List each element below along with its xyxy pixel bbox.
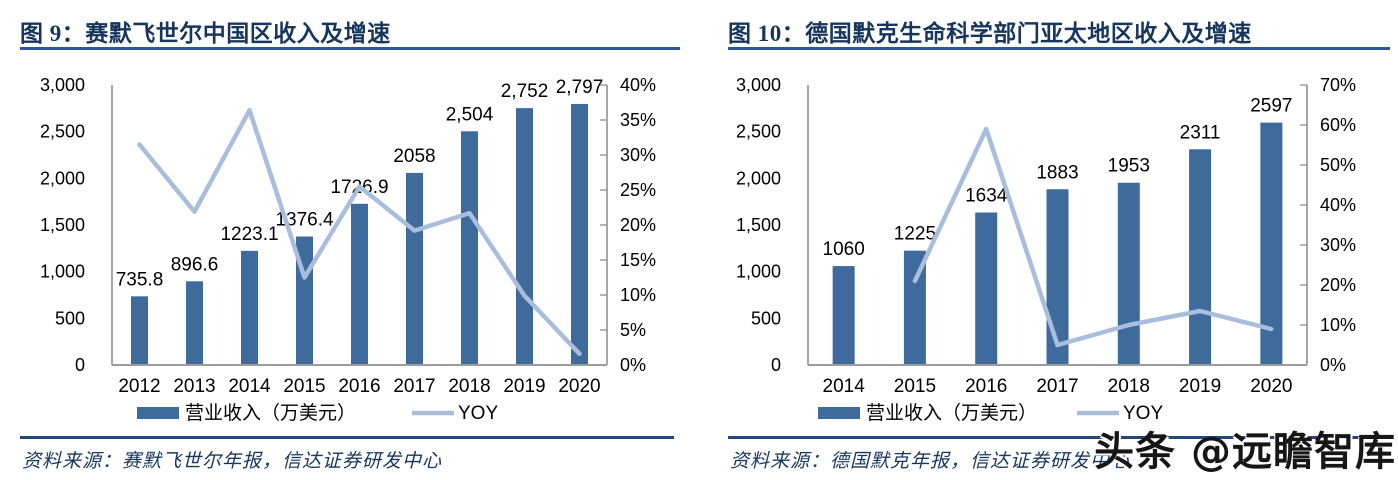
y-axis-tick-label: 3,000: [40, 75, 85, 95]
bar-value-label: 1376.4: [275, 210, 334, 231]
x-axis-tick-label: 2012: [118, 376, 160, 397]
x-axis-tick-label: 2018: [448, 376, 490, 397]
right-axis-tick-label: 10%: [620, 285, 656, 305]
bar-2018: [461, 131, 478, 365]
right-axis-tick-label: 70%: [1320, 75, 1356, 95]
legend-line-label: YOY: [1123, 403, 1163, 424]
x-axis-tick-label: 2015: [283, 376, 325, 397]
right-axis-tick-label: 0%: [620, 355, 646, 375]
legend-bar-label: 营业收入（万美元）: [185, 402, 356, 424]
bar-value-label: 2,504: [446, 104, 494, 125]
bar-value-label: 1225: [894, 224, 936, 245]
figure-10-title-underline: [728, 47, 1390, 50]
right-axis-tick-label: 30%: [620, 145, 656, 165]
yoy-line: [912, 126, 1274, 348]
y-axis-tick-label: 2,500: [736, 122, 781, 142]
bar-2017: [1046, 189, 1069, 365]
right-axis-tick-label: 5%: [620, 320, 646, 340]
right-axis-tick-label: 40%: [1320, 195, 1356, 215]
y-axis-tick-label: 0: [771, 355, 781, 375]
x-axis-tick-label: 2016: [338, 376, 380, 397]
bar-2013: [186, 281, 203, 365]
x-axis-tick-label: 2013: [173, 376, 215, 397]
bar-value-label: 1060: [823, 239, 865, 260]
bar-2017: [406, 172, 423, 365]
bar-value-label: 2597: [1250, 96, 1292, 117]
right-axis-tick-label: 20%: [620, 215, 656, 235]
bar-2012: [131, 296, 148, 365]
x-axis-tick-label: 2019: [503, 376, 545, 397]
right-axis-tick-label: 0%: [1320, 355, 1346, 375]
right-axis-tick-label: 25%: [620, 180, 656, 200]
bar-value-label: 1223.1: [220, 224, 278, 245]
bar-2015: [903, 250, 926, 365]
figure-9-chart: 3,000 2,500 2,000 1,500 1,000 500 0 40% 35% 30% 25…: [40, 75, 656, 424]
x-axis-tick-label: 2014: [228, 376, 271, 397]
bar-2016: [975, 212, 998, 365]
bar-value-label: 1634: [965, 185, 1008, 206]
y-axis-tick-label: 1,000: [40, 262, 85, 282]
x-axis-tick-label: 2020: [1250, 376, 1292, 397]
bar-2019: [1189, 149, 1212, 365]
x-axis-tick-label: 2017: [393, 376, 435, 397]
right-axis-tick-label: 50%: [1320, 155, 1356, 175]
x-axis-tick-label: 2016: [965, 376, 1007, 397]
toutiao-watermark: 头条 @远瞻智库: [1094, 429, 1396, 475]
figure-10-title: 图 10：德国默克生命科学部门亚太地区收入及增速: [728, 21, 1252, 46]
bar-value-label: 1953: [1108, 156, 1150, 177]
bar-value-label: 1883: [1036, 162, 1078, 183]
bar-value-label: 2058: [393, 146, 435, 167]
legend-bar-label: 营业收入（万美元）: [866, 402, 1037, 424]
y-axis-tick-label: 2,000: [736, 168, 781, 188]
y-axis-tick-label: 2,500: [40, 122, 85, 142]
x-axis-tick-label: 2017: [1036, 376, 1078, 397]
bar-2016: [351, 203, 368, 365]
x-axis-tick-label: 2018: [1108, 376, 1150, 397]
bar-2020: [571, 103, 588, 366]
bar-value-label: 2,752: [501, 81, 549, 102]
bar-value-label: 2,797: [556, 77, 604, 98]
x-axis-tick-label: 2019: [1179, 376, 1221, 397]
y-axis-tick-label: 1,500: [40, 215, 85, 235]
figure-10-source-divider: [728, 436, 1384, 439]
y-axis-tick-label: 2,000: [40, 168, 85, 188]
x-axis-tick-label: 2015: [894, 376, 936, 397]
x-axis-tick-label: 2020: [558, 376, 600, 397]
legend-line-label: YOY: [458, 403, 498, 424]
bar-value-label: 2311: [1180, 122, 1221, 143]
bar-2014: [241, 250, 258, 365]
bar-value-label: 896.6: [171, 254, 219, 275]
right-axis-tick-label: 60%: [1320, 115, 1356, 135]
right-axis-tick-label: 35%: [620, 110, 656, 130]
bar-2018: [1117, 182, 1140, 365]
y-axis-tick-label: 1,500: [736, 215, 781, 235]
figure-9-panel: 图 9：赛默飞世尔中国区收入及增速 3,000 2,500 2,000 1,500 1,…: [20, 0, 680, 480]
right-axis-tick-label: 15%: [620, 250, 656, 270]
y-axis-tick-label: 1,000: [736, 262, 781, 282]
bar-value-label: 735.8: [116, 269, 164, 290]
bar-2020: [1260, 122, 1283, 365]
figure-9-title-underline: [20, 47, 680, 50]
figure-9-source: 资料来源：赛默飞世尔年报，信达证券研发中心: [22, 451, 443, 472]
right-axis-tick-label: 30%: [1320, 235, 1356, 255]
x-axis-tick-label: 2014: [823, 376, 866, 397]
y-axis-tick-label: 500: [751, 308, 781, 328]
figure-9-source-divider: [20, 436, 674, 439]
y-axis-tick-label: 500: [55, 308, 85, 328]
figure-10-source: 资料来源：德国默克年报，信达证券研发中心: [730, 451, 1131, 472]
figure-9-title: 图 9：赛默飞世尔中国区收入及增速: [20, 21, 391, 46]
yoy-line: [137, 107, 582, 357]
y-axis-tick-label: 3,000: [736, 75, 781, 95]
figure-10-chart: 3,000 2,500 2,000 1,500 1,000 500 0 70% 60% 50% 40…: [736, 75, 1356, 424]
right-axis-tick-label: 20%: [1320, 275, 1356, 295]
legend-bar-swatch: [137, 407, 179, 419]
bar-2019: [516, 108, 533, 365]
y-axis-tick-label: 0: [75, 355, 85, 375]
bar-2014: [832, 266, 855, 365]
legend-bar-swatch: [818, 407, 860, 419]
figure-10-panel: 图 10：德国默克生命科学部门亚太地区收入及增速 3,000 2,500 2,000…: [728, 0, 1390, 480]
right-axis-tick-label: 10%: [1320, 315, 1356, 335]
right-axis-tick-label: 40%: [620, 75, 656, 95]
